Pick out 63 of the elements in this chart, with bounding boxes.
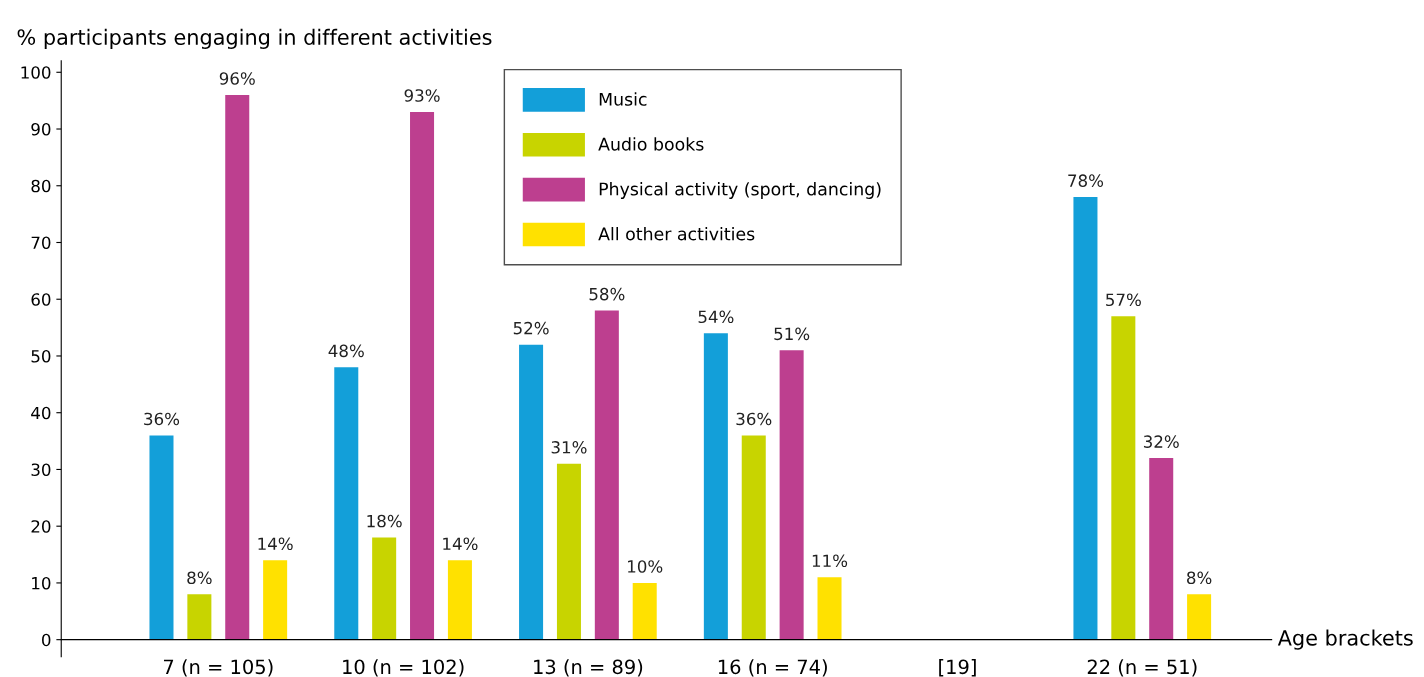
- data-label: 14%: [258, 537, 293, 551]
- x-tick-label: 13 (n = 89): [534, 659, 643, 677]
- bar: [187, 594, 212, 640]
- y-tick-label: 70: [31, 236, 51, 250]
- data-label: 48%: [328, 344, 364, 358]
- y-tick-label: 40: [31, 406, 51, 420]
- x-tick-label: 22 (n = 51): [1087, 659, 1197, 677]
- legend-label: All other activities: [598, 226, 755, 241]
- y-tick-label: 100: [21, 66, 51, 79]
- y-tick-label: 20: [31, 520, 51, 533]
- data-label: 58%: [589, 287, 625, 301]
- bar: [817, 577, 842, 640]
- y-axis-title: % participants engaging in different activities: [17, 28, 492, 50]
- data-label: 11%: [812, 554, 848, 568]
- x-tick-label: 7 (n = 105): [163, 659, 273, 677]
- y-tick-label: 0: [42, 633, 51, 647]
- data-label: 96%: [219, 72, 255, 85]
- bar: [1111, 316, 1136, 640]
- y-tick-label: 30: [31, 463, 51, 477]
- bar: [334, 367, 359, 640]
- data-label: 36%: [144, 412, 180, 426]
- bar: [1187, 594, 1212, 640]
- data-label: 51%: [774, 327, 810, 341]
- bar: [410, 112, 435, 640]
- legend-label: Audio books: [598, 137, 704, 151]
- bar: [372, 537, 397, 640]
- x-axis-title: Age brackets: [1277, 629, 1413, 650]
- data-label: 18%: [367, 514, 402, 528]
- data-label: 57%: [1106, 293, 1141, 307]
- data-label: 54%: [698, 310, 734, 324]
- bar: [519, 344, 544, 640]
- data-label: 32%: [1143, 435, 1179, 448]
- y-tick-label: 90: [31, 122, 51, 136]
- data-label: 8%: [187, 571, 212, 585]
- y-tick-label: 80: [31, 179, 51, 193]
- data-label: 93%: [404, 89, 440, 102]
- x-tick-label: 10 (n = 102): [343, 659, 464, 677]
- bar: [1073, 197, 1098, 640]
- bar: [263, 560, 288, 640]
- bar: [149, 435, 174, 640]
- bar: [1149, 458, 1174, 640]
- bar: [779, 350, 804, 640]
- bar: [556, 463, 581, 640]
- y-tick-label: 60: [31, 293, 51, 306]
- x-tick-label: [19]: [939, 659, 976, 677]
- bar: [741, 435, 766, 640]
- data-label: 31%: [551, 441, 587, 454]
- legend-label: Physical activity (sport, dancing): [599, 182, 881, 199]
- legend-label: Music: [599, 92, 647, 106]
- data-label: 14%: [443, 537, 478, 551]
- bar: [703, 333, 728, 640]
- x-tick-label: 16 (n = 74): [718, 659, 827, 677]
- bar: [225, 94, 250, 640]
- data-label: 78%: [1068, 174, 1104, 187]
- bar: [632, 582, 657, 640]
- y-tick-label: 50: [31, 349, 51, 363]
- bar: [447, 560, 472, 640]
- data-label: 8%: [1187, 571, 1212, 585]
- data-label: 52%: [513, 321, 549, 335]
- bar: [594, 310, 619, 640]
- data-label: 36%: [736, 412, 772, 426]
- data-label: 10%: [628, 560, 663, 573]
- y-tick-label: 10: [32, 576, 51, 590]
